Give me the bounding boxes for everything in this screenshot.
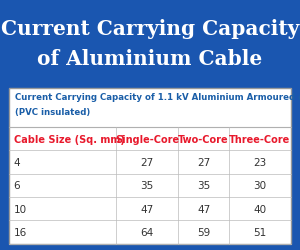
Text: 30: 30 (254, 181, 266, 190)
Text: 59: 59 (197, 227, 210, 237)
Text: Current Carrying Capacity of 1.1 kV Aluminium Armoured cable: Current Carrying Capacity of 1.1 kV Alum… (15, 92, 300, 102)
Text: 6: 6 (14, 181, 20, 190)
Text: 47: 47 (141, 204, 154, 214)
Text: Single-Core: Single-Core (115, 134, 179, 144)
Text: 35: 35 (197, 181, 210, 190)
Text: Cable Size (Sq. mm): Cable Size (Sq. mm) (14, 134, 124, 144)
Text: 40: 40 (254, 204, 266, 214)
Text: Two-Core: Two-Core (178, 134, 229, 144)
Text: 4: 4 (14, 158, 20, 167)
Text: 10: 10 (14, 204, 27, 214)
Text: 27: 27 (197, 158, 210, 167)
Text: 47: 47 (197, 204, 210, 214)
Text: 16: 16 (14, 227, 27, 237)
Text: Three-Core: Three-Core (230, 134, 291, 144)
Text: 35: 35 (141, 181, 154, 190)
Text: 64: 64 (141, 227, 154, 237)
Text: Current Carrying Capacity: Current Carrying Capacity (1, 19, 299, 39)
FancyBboxPatch shape (9, 89, 291, 244)
Text: of Aluminium Cable: of Aluminium Cable (38, 49, 262, 69)
Text: 27: 27 (141, 158, 154, 167)
Text: 23: 23 (254, 158, 267, 167)
Text: (PVC insulated): (PVC insulated) (15, 108, 90, 117)
Text: 51: 51 (254, 227, 267, 237)
